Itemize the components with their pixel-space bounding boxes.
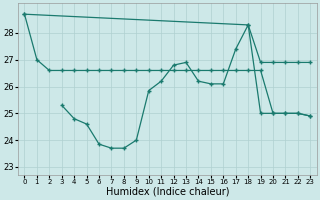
X-axis label: Humidex (Indice chaleur): Humidex (Indice chaleur)	[106, 187, 229, 197]
